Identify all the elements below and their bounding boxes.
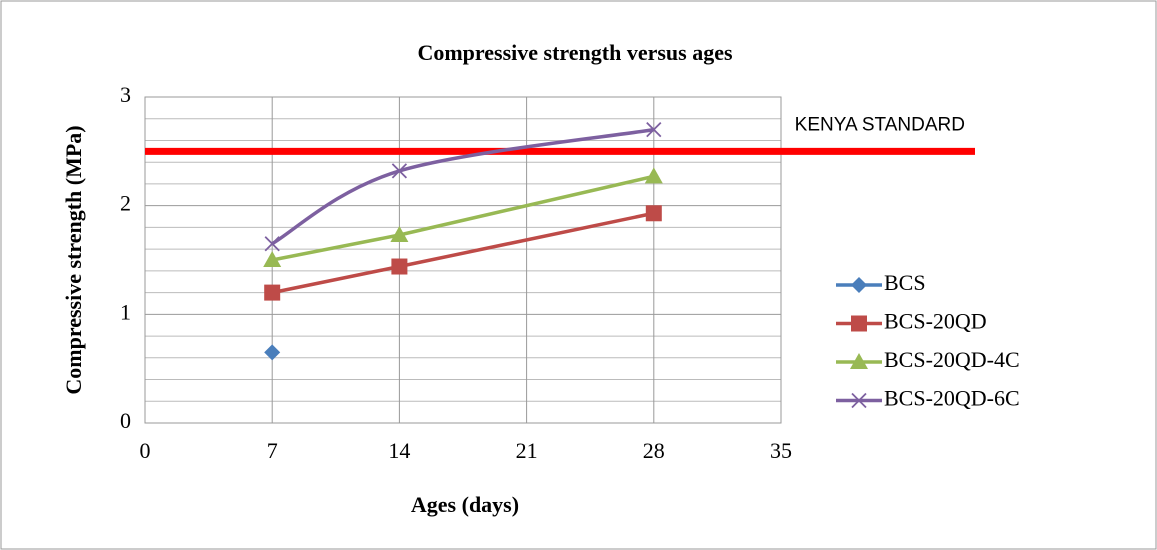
chart-title: Compressive strength versus ages [417,40,733,65]
legend-item: BCS-20QD-6C [836,386,1020,411]
marker [264,236,280,252]
y-tick-label: 2 [120,191,131,216]
x-tick-label: 7 [267,438,278,463]
legend-marker [850,353,868,369]
marker [264,344,281,361]
legend-marker [851,392,867,409]
legend-label: BCS-20QD [884,309,987,334]
marker [264,284,281,301]
y-axis-label: Compressive strength (MPa) [61,125,86,394]
x-tick-label: 0 [140,438,151,463]
legend-item: BCS-20QD-4C [836,347,1020,372]
legend-item: BCS [836,270,926,295]
marker [644,167,663,184]
legend-item: BCS-20QD [836,309,987,334]
x-tick-label: 21 [516,438,538,463]
marker [646,121,662,138]
plot-area [144,96,782,424]
y-tick-label: 0 [120,408,131,433]
x-axis-label: Ages (days) [411,492,519,517]
marker [391,163,408,179]
series-line [271,127,655,246]
marker [645,205,662,222]
marker [390,226,409,243]
marker [263,251,282,267]
legend-label: BCS-20QD-6C [884,386,1020,411]
legend-marker [851,315,867,332]
x-tick-label: 14 [388,438,410,463]
x-tick-label: 28 [643,438,665,463]
marker [391,258,408,275]
legend-label: BCS [884,270,926,295]
reference-label: KENYA STANDARD [795,114,965,135]
legend-label: BCS-20QD-4C [884,347,1020,372]
legend-marker [851,277,867,293]
y-tick-label: 1 [120,299,131,324]
x-tick-label: 35 [770,438,792,463]
y-tick-label: 3 [120,82,131,107]
